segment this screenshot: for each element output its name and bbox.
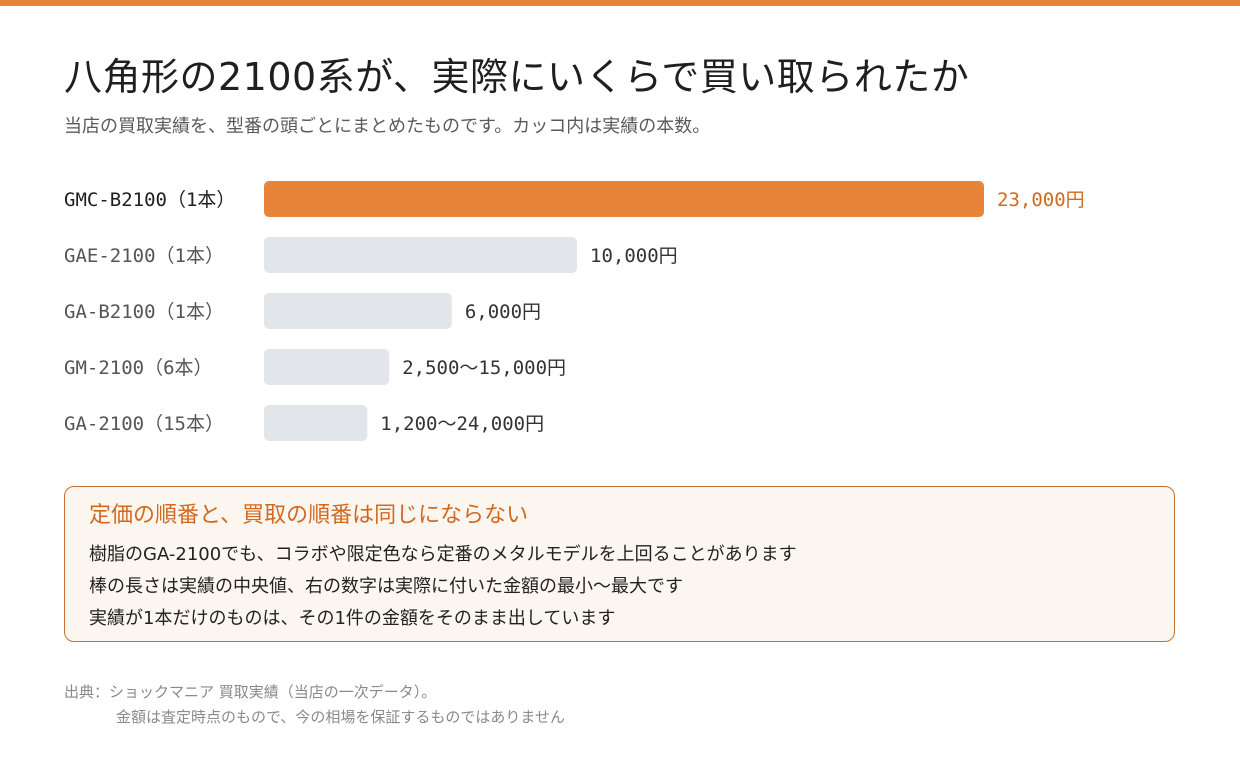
page-title: 八角形の2100系が、実際にいくらで買い取られたか — [64, 55, 970, 99]
bar-label: GM-2100（6本） — [64, 357, 213, 379]
source-line-2: 金額は査定時点のもので、今の相場を保証するものではありません — [116, 708, 565, 726]
bar-value-label: 10,000円 — [590, 245, 678, 267]
bar — [264, 181, 984, 217]
note-box: 定価の順番と、買取の順番は同じにならない 樹脂のGA-2100でも、コラボや限定… — [64, 486, 1175, 642]
bar-value-label: 6,000円 — [465, 301, 541, 323]
bar — [264, 349, 390, 385]
bar-value-label: 2,500〜15,000円 — [402, 357, 566, 379]
bar — [264, 293, 452, 329]
bar-label: GA-B2100（1本） — [64, 301, 224, 323]
note-line-3: 実績が1本だけのものは、その1件の金額をそのまま出しています — [89, 608, 616, 629]
top-accent-bar — [0, 0, 1240, 6]
note-line-2: 棒の長さは実績の中央値、右の数字は実際に付いた金額の最小〜最大です — [89, 576, 683, 597]
page-subtitle: 当店の買取実績を、型番の頭ごとにまとめたものです。カッコ内は実績の本数。 — [64, 116, 711, 137]
bar-label: GAE-2100（1本） — [64, 245, 224, 267]
bar-label: GA-2100（15本） — [64, 413, 224, 435]
note-line-1: 樹脂のGA-2100でも、コラボや限定色なら定番のメタルモデルを上回ることがあり… — [89, 544, 797, 565]
bar-label: GMC-B2100（1本） — [64, 189, 235, 211]
source-line-1: 出典：ショックマニア 買取実績（当店の一次データ）。 — [64, 683, 437, 701]
bar — [264, 237, 578, 273]
source-note: 出典：ショックマニア 買取実績（当店の一次データ）。 金額は査定時点のもので、今… — [64, 680, 565, 730]
note-title: 定価の順番と、買取の順番は同じにならない — [89, 503, 529, 528]
bar-value-label: 1,200〜24,000円 — [380, 413, 544, 435]
bar-value-label: 23,000円 — [997, 189, 1085, 211]
bar — [264, 405, 368, 441]
